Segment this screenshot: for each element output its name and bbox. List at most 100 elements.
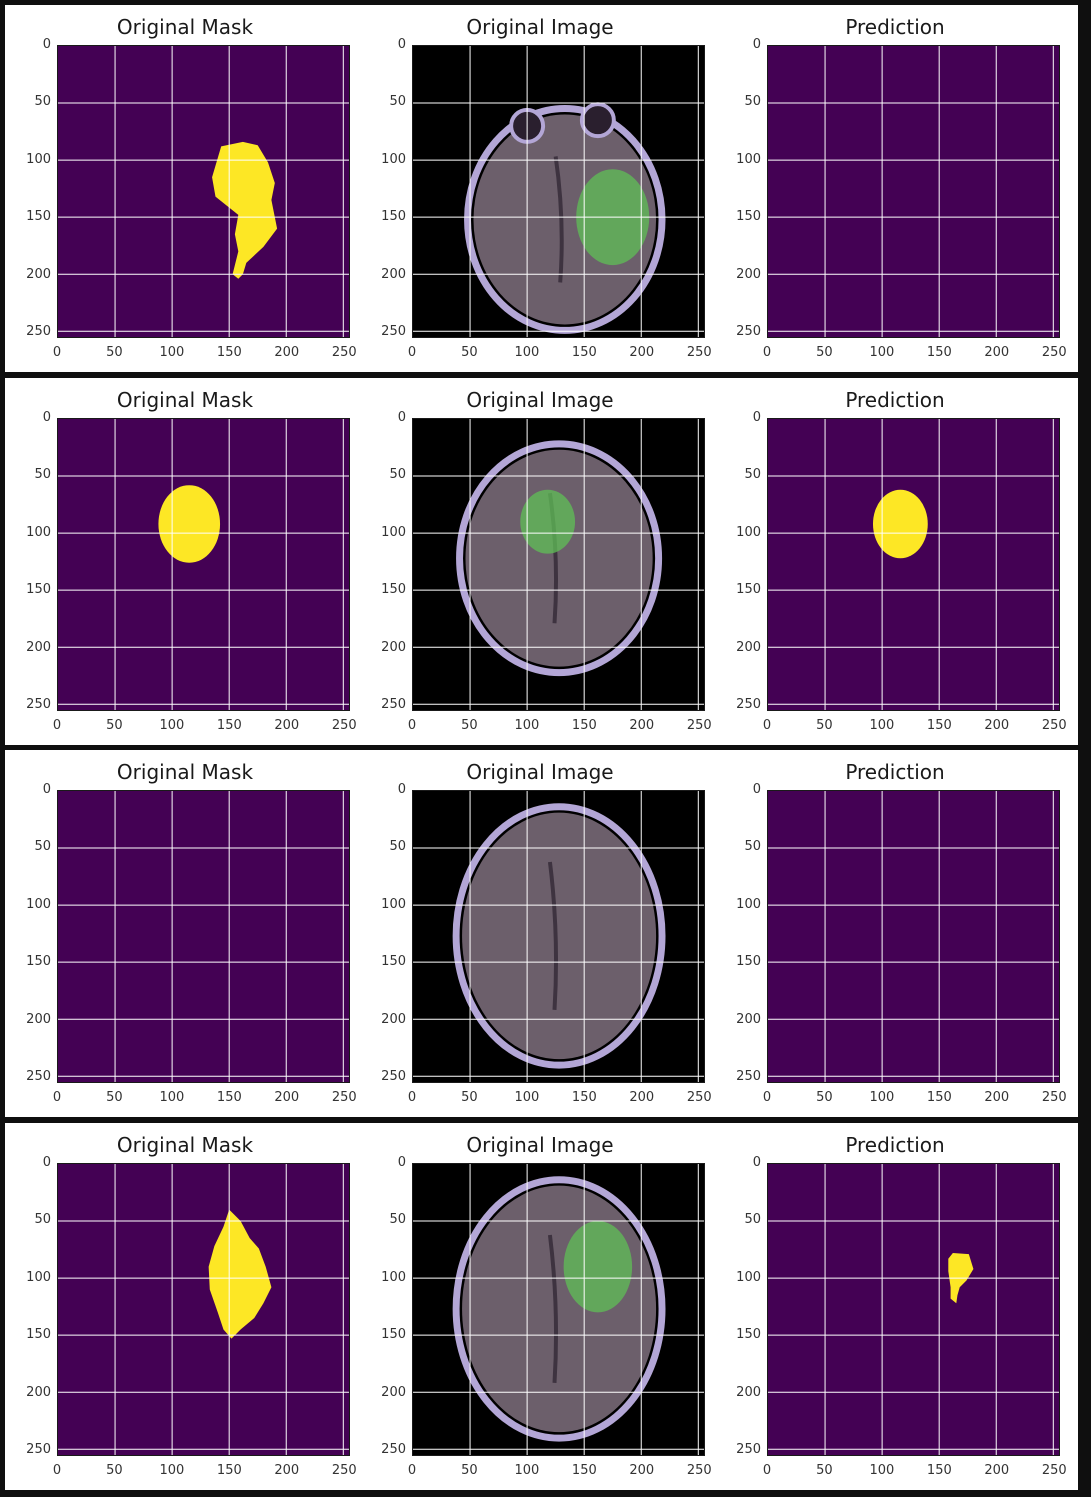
y-tick-label: 0 bbox=[42, 410, 51, 425]
prediction-panel: Prediction 0 50 100 150 200 250 0 50 100 150 200 250 bbox=[715, 5, 1075, 372]
x-tick-label: 250 bbox=[686, 1463, 712, 1478]
y-tick-label: 200 bbox=[736, 1384, 761, 1400]
x-tick-label: 250 bbox=[1041, 345, 1067, 360]
x-tick-label: 100 bbox=[869, 718, 895, 733]
x-tick-label: 200 bbox=[984, 1463, 1010, 1478]
x-tick-label: 50 bbox=[816, 1090, 833, 1105]
y-tick-label: 200 bbox=[381, 639, 406, 655]
y-tick-label: 50 bbox=[389, 1212, 406, 1228]
x-tick-label: 0 bbox=[407, 1090, 417, 1105]
original-mask-plot bbox=[58, 1164, 349, 1455]
y-tick-label: 250 bbox=[381, 324, 406, 340]
prediction-panel: Prediction 0 50 100 150 200 250 0 50 100 150 200 250 bbox=[715, 378, 1075, 745]
y-tick-label: 150 bbox=[381, 209, 406, 225]
y-tick-label: 0 bbox=[752, 782, 761, 797]
panel-title: Original Image bbox=[466, 15, 614, 39]
sample-row-1: Original Mask 0 50 100 150 200 250 0 50 100 150 200… bbox=[5, 5, 1078, 372]
x-tick-label: 200 bbox=[984, 345, 1010, 360]
x-tick-label: 150 bbox=[926, 718, 952, 733]
y-tick-label: 200 bbox=[381, 1011, 406, 1027]
y-tick-label: 250 bbox=[736, 1442, 761, 1458]
midline-fissure bbox=[547, 1234, 559, 1383]
x-tick-label: 200 bbox=[629, 1090, 655, 1105]
mask-background bbox=[58, 1164, 349, 1455]
original-mask-axes bbox=[57, 45, 350, 338]
x-tick-label: 200 bbox=[274, 1090, 300, 1105]
x-tick-label: 150 bbox=[216, 718, 242, 733]
y-tick-label: 250 bbox=[26, 1442, 51, 1458]
prediction-axes bbox=[767, 45, 1060, 338]
prediction-plot bbox=[768, 419, 1059, 710]
predicted-region-1 bbox=[872, 489, 928, 559]
prediction-panel: Prediction 0 50 100 150 200 250 0 50 100 150 200 250 bbox=[715, 1123, 1075, 1490]
original-image-plot bbox=[413, 791, 704, 1082]
prediction-axes bbox=[767, 790, 1060, 1083]
brain-tissue bbox=[473, 114, 657, 325]
x-tick-label: 150 bbox=[571, 718, 597, 733]
y-tick-label: 0 bbox=[42, 37, 51, 52]
x-tick-label: 250 bbox=[1041, 1090, 1067, 1105]
prediction-plot bbox=[768, 46, 1059, 337]
y-tick-label: 250 bbox=[381, 697, 406, 713]
y-tick-label: 50 bbox=[34, 1212, 51, 1228]
x-tick-label: 0 bbox=[407, 718, 417, 733]
y-tick-label: 50 bbox=[34, 839, 51, 855]
original-mask-axes bbox=[57, 1163, 350, 1456]
mask-region-1 bbox=[212, 141, 278, 279]
mask-region-1 bbox=[158, 485, 221, 563]
y-tick-label: 50 bbox=[744, 467, 761, 483]
original-mask-panel: Original Mask 0 50 100 150 200 250 0 50 100 150 200… bbox=[5, 5, 365, 372]
x-tick-label: 250 bbox=[686, 718, 712, 733]
original-mask-plot bbox=[58, 791, 349, 1082]
x-tick-label: 50 bbox=[816, 1463, 833, 1478]
midline-fissure bbox=[547, 861, 559, 1010]
x-tick-label: 50 bbox=[106, 1090, 123, 1105]
original-mask-panel: Original Mask 0 50 100 150 200 250 0 50 100 150 200… bbox=[5, 378, 365, 745]
x-tick-label: 200 bbox=[274, 1463, 300, 1478]
skull-outline bbox=[456, 440, 663, 677]
skull-outline bbox=[452, 803, 666, 1069]
y-tick-label: 50 bbox=[744, 1212, 761, 1228]
y-tick-label: 0 bbox=[397, 782, 406, 797]
x-tick-label: 50 bbox=[461, 1090, 478, 1105]
prediction-axes bbox=[767, 1163, 1060, 1456]
skull-outline bbox=[464, 105, 666, 334]
x-tick-label: 100 bbox=[514, 1090, 540, 1105]
y-tick-label: 200 bbox=[381, 266, 406, 282]
tumor-region bbox=[563, 1221, 633, 1313]
y-tick-label: 50 bbox=[389, 94, 406, 110]
x-tick-label: 100 bbox=[869, 1463, 895, 1478]
x-tick-label: 150 bbox=[571, 1090, 597, 1105]
x-tick-label: 50 bbox=[461, 1463, 478, 1478]
x-tick-label: 100 bbox=[159, 718, 185, 733]
x-tick-label: 50 bbox=[461, 345, 478, 360]
y-tick-label: 150 bbox=[736, 954, 761, 970]
y-tick-label: 0 bbox=[752, 37, 761, 52]
y-tick-label: 250 bbox=[736, 697, 761, 713]
y-tick-label: 0 bbox=[397, 37, 406, 52]
x-tick-label: 150 bbox=[926, 1090, 952, 1105]
y-tick-label: 150 bbox=[381, 1327, 406, 1343]
original-image-panel: Original Image 0 50 100 150 200 250 0 50 100 150 20… bbox=[360, 378, 720, 745]
x-tick-label: 100 bbox=[869, 345, 895, 360]
y-tick-label: 250 bbox=[26, 697, 51, 713]
y-tick-label: 200 bbox=[26, 1011, 51, 1027]
x-tick-label: 100 bbox=[514, 718, 540, 733]
mask-background bbox=[58, 419, 349, 710]
sample-row-2: Original Mask 0 50 100 150 200 250 0 50 100 150 200… bbox=[5, 378, 1078, 745]
y-tick-label: 100 bbox=[26, 896, 51, 912]
y-tick-label: 100 bbox=[381, 1269, 406, 1285]
brain-tissue bbox=[465, 449, 653, 667]
panel-title: Original Image bbox=[466, 760, 614, 784]
y-tick-label: 100 bbox=[26, 151, 51, 167]
brain-tissue bbox=[462, 1185, 657, 1433]
panel-title: Original Mask bbox=[116, 388, 254, 412]
prediction-plot bbox=[768, 1164, 1059, 1455]
panel-title: Prediction bbox=[845, 760, 945, 784]
x-tick-label: 150 bbox=[571, 345, 597, 360]
y-tick-label: 100 bbox=[736, 1269, 761, 1285]
y-tick-label: 250 bbox=[26, 324, 51, 340]
mask-background bbox=[768, 1164, 1059, 1455]
original-image-plot bbox=[413, 419, 704, 710]
x-tick-label: 150 bbox=[926, 1463, 952, 1478]
